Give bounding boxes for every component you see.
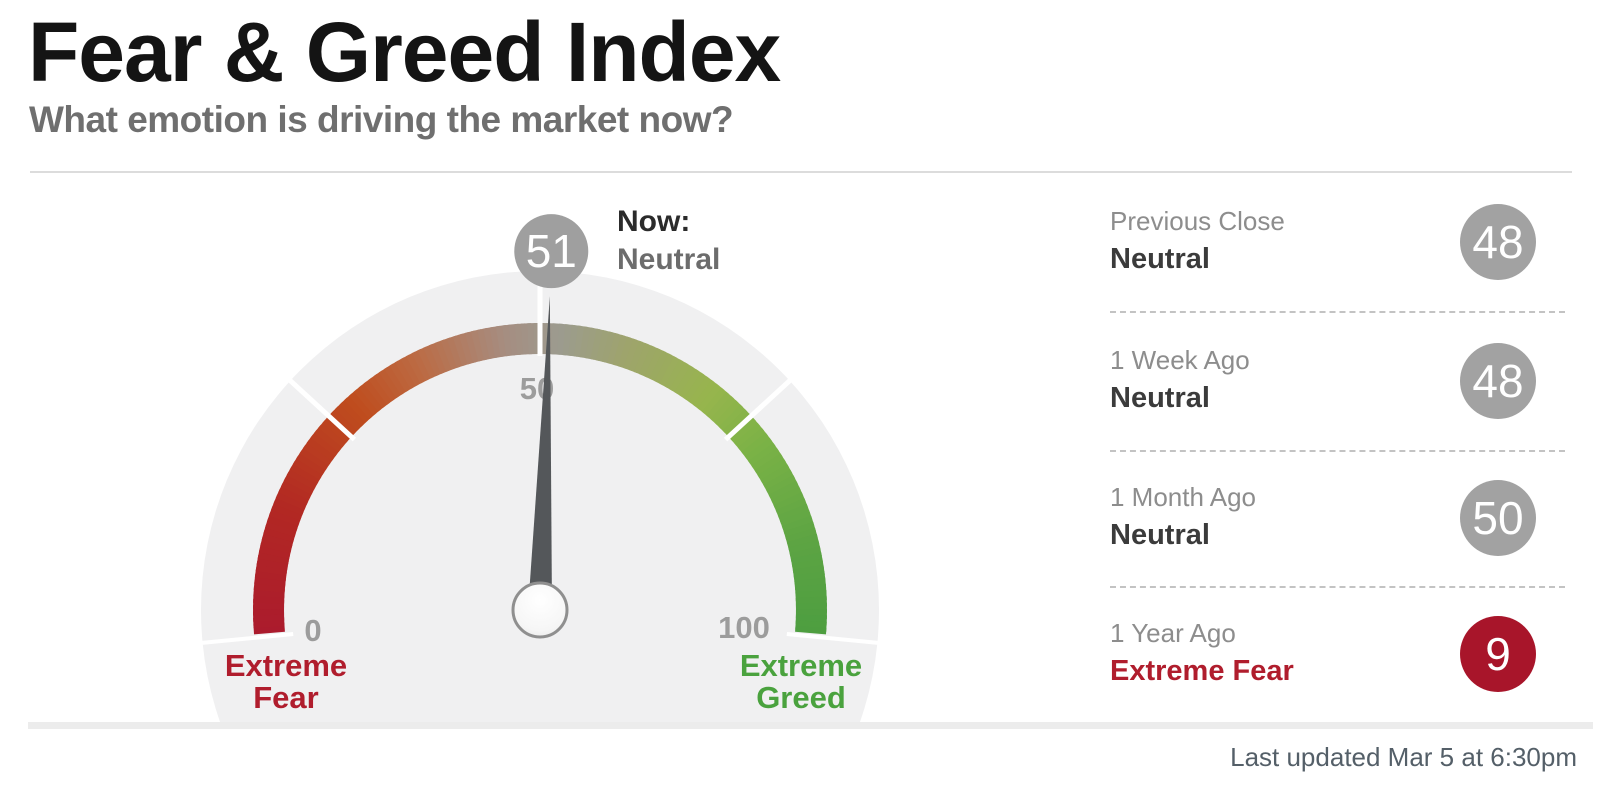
history-row-sentiment: Extreme Fear (1110, 655, 1294, 687)
now-label: Now: (617, 205, 691, 238)
extreme-greed-label-line1: Extreme (740, 648, 862, 683)
gauge-ticks (195, 278, 885, 646)
history-row-previous-close: Previous Close Neutral 48 (1110, 204, 1565, 318)
extreme-fear-label-line2: Fear (253, 680, 318, 715)
history-row-value-badge: 48 (1460, 204, 1536, 280)
gauge-tick-0 (195, 632, 294, 646)
history-row-label: 1 Week Ago (1110, 345, 1250, 375)
header-divider (30, 171, 1572, 173)
history-separator (1110, 450, 1565, 452)
gauge-needle (528, 296, 552, 611)
gauge-tick-25 (284, 374, 357, 442)
gauge-needle-group (511, 296, 569, 639)
gauge-arc (253, 323, 827, 635)
now-sentiment: Neutral (617, 243, 721, 276)
history-row-value-badge: 9 (1460, 616, 1536, 692)
history-row-sentiment: Neutral (1110, 243, 1210, 275)
page-title: Fear & Greed Index (28, 5, 781, 99)
gauge-tick-75 (723, 374, 796, 442)
gauge-scale-max-label: 100 (718, 610, 770, 645)
history-row-value-badge: 50 (1460, 480, 1536, 556)
history-row-label: 1 Year Ago (1110, 618, 1236, 648)
history-row-1-month-ago: 1 Month Ago Neutral 50 (1110, 480, 1565, 594)
history-row-1-week-ago: 1 Week Ago Neutral 48 (1110, 343, 1565, 457)
extreme-greed-label-line2: Greed (756, 680, 846, 715)
fear-greed-gauge: 50 0 100 Extreme Fear Extreme Greed 51 (195, 214, 885, 723)
history-row-label: Previous Close (1110, 206, 1285, 236)
history-separator (1110, 311, 1565, 313)
history-row-sentiment: Neutral (1110, 519, 1210, 551)
gauge-badge-circle (514, 214, 589, 289)
last-updated-text: Last updated Mar 5 at 6:30pm (1230, 742, 1577, 772)
now-block: Now: Neutral (617, 203, 720, 279)
history-row-1-year-ago: 1 Year Ago Extreme Fear 9 (1110, 616, 1565, 730)
history-row-sentiment: Neutral (1110, 382, 1210, 414)
gauge-value-badge: 51 (514, 214, 589, 289)
history-separator (1110, 586, 1565, 588)
gauge-needle-pivot (511, 581, 569, 639)
page-subtitle: What emotion is driving the market now? (29, 99, 734, 140)
gauge-scale-min-label: 0 (304, 613, 321, 648)
history-row-label: 1 Month Ago (1110, 482, 1256, 512)
extreme-fear-label-line1: Extreme (225, 648, 347, 683)
history-row-value-badge: 48 (1460, 343, 1536, 419)
bottom-divider-bar (28, 722, 1593, 729)
gauge-tick-100 (786, 632, 885, 646)
gauge-badge-value: 51 (526, 225, 577, 277)
